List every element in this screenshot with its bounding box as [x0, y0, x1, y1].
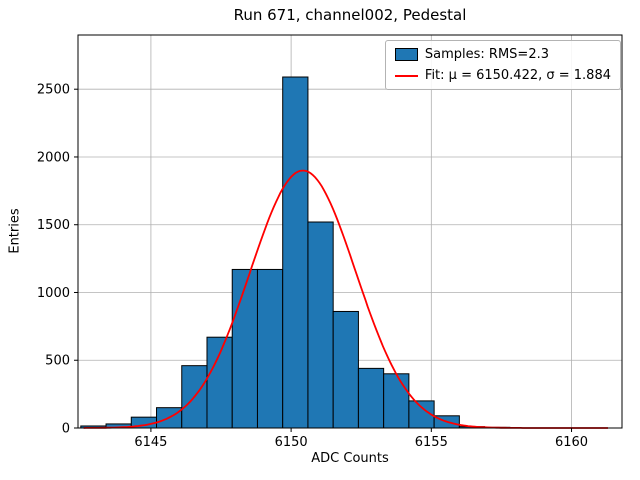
- x-tick-labels: 6145 6150 6155 6160: [134, 428, 588, 450]
- svg-text:0: 0: [62, 422, 70, 437]
- svg-text:2000: 2000: [37, 150, 70, 165]
- histogram-bars: [80, 76, 511, 429]
- histogram-swatch-icon: [394, 48, 418, 61]
- svg-text:500: 500: [45, 354, 70, 369]
- y-axis-label: Entries: [7, 208, 23, 254]
- chart-title: Run 671, channel002, Pedestal: [233, 6, 467, 24]
- x-axis-label: ADC Counts: [311, 451, 389, 466]
- svg-text:1000: 1000: [37, 286, 70, 301]
- svg-text:2500: 2500: [37, 83, 70, 98]
- y-tick-labels: 0 500 1000 1500 2000 2500: [37, 83, 78, 437]
- svg-text:6150: 6150: [275, 435, 308, 450]
- svg-text:6155: 6155: [415, 435, 448, 450]
- legend-fit-label: Fit: μ = 6150.422, σ = 1.884: [424, 68, 611, 83]
- axes-frame: [77, 34, 623, 429]
- svg-text:6145: 6145: [134, 435, 167, 450]
- legend: Samples: RMS=2.3 Fit: μ = 6150.422, σ = …: [384, 40, 621, 90]
- svg-text:6160: 6160: [555, 435, 588, 450]
- fit-line-swatch-icon: [394, 74, 418, 77]
- legend-entry-fit: Fit: μ = 6150.422, σ = 1.884: [394, 68, 611, 83]
- legend-entry-samples: Samples: RMS=2.3: [394, 47, 611, 62]
- legend-samples-label: Samples: RMS=2.3: [424, 47, 550, 62]
- svg-text:1500: 1500: [37, 218, 70, 233]
